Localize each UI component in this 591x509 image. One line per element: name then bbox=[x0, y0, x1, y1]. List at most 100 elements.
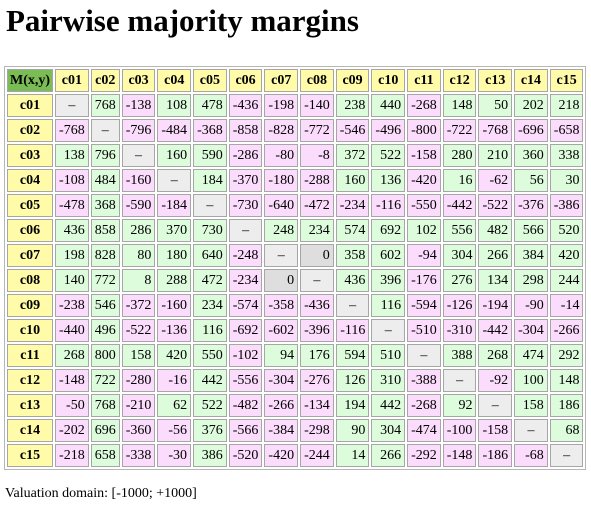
column-header: c02 bbox=[90, 69, 120, 92]
margin-cell: -158 bbox=[478, 419, 513, 442]
margin-cell: 522 bbox=[193, 394, 227, 417]
margin-cell: -420 bbox=[407, 169, 441, 192]
margin-cell: 248 bbox=[264, 219, 299, 242]
diagonal-cell: – bbox=[264, 244, 299, 267]
margin-cell: -522 bbox=[121, 319, 156, 342]
margin-cell: -68 bbox=[514, 444, 548, 467]
margin-cell: -148 bbox=[442, 444, 477, 467]
margin-cell: -194 bbox=[478, 294, 513, 317]
margin-cell: -474 bbox=[407, 419, 441, 442]
margin-cell: -696 bbox=[514, 119, 548, 142]
margin-cell: 474 bbox=[514, 344, 548, 367]
diagonal-cell: – bbox=[157, 169, 192, 192]
margin-cell: -594 bbox=[407, 294, 441, 317]
row-header: c05 bbox=[7, 194, 54, 217]
margin-cell: -266 bbox=[549, 319, 584, 342]
margin-cell: -510 bbox=[407, 319, 441, 342]
margin-cell: 102 bbox=[407, 219, 441, 242]
column-header: c05 bbox=[193, 69, 227, 92]
diagonal-cell: – bbox=[549, 444, 584, 467]
row-header: c09 bbox=[7, 294, 54, 317]
margin-cell: 234 bbox=[193, 294, 227, 317]
margin-cell: 482 bbox=[478, 219, 513, 242]
margin-cell: 640 bbox=[193, 244, 227, 267]
margin-cell: 180 bbox=[157, 244, 192, 267]
margin-cell: 90 bbox=[335, 419, 370, 442]
row-header: c11 bbox=[7, 344, 54, 367]
margin-cell: 722 bbox=[90, 369, 120, 392]
corner-header: M(x,y) bbox=[7, 69, 54, 92]
margin-cell: 234 bbox=[300, 219, 334, 242]
margin-cell: -8 bbox=[300, 144, 334, 167]
margin-cell: -202 bbox=[55, 419, 89, 442]
margin-cell: 442 bbox=[193, 369, 227, 392]
margin-cell: -158 bbox=[407, 144, 441, 167]
margin-cell: -440 bbox=[55, 319, 89, 342]
margin-cell: 304 bbox=[371, 419, 406, 442]
margin-cell: 358 bbox=[335, 244, 370, 267]
margin-cell: 268 bbox=[478, 344, 513, 367]
margin-cell: -116 bbox=[371, 194, 406, 217]
margin-cell: -268 bbox=[407, 394, 441, 417]
margin-cell: 436 bbox=[55, 219, 89, 242]
diagonal-cell: – bbox=[300, 269, 334, 292]
margin-cell: 370 bbox=[157, 219, 192, 242]
valuation-domain-note: Valuation domain: [-1000; +1000] bbox=[5, 486, 197, 501]
margin-cell: 238 bbox=[335, 94, 370, 117]
margin-cell: 62 bbox=[157, 394, 192, 417]
margin-cell: -338 bbox=[121, 444, 156, 467]
margin-cell: -484 bbox=[157, 119, 192, 142]
margin-cell: 140 bbox=[55, 269, 89, 292]
margin-cell: 338 bbox=[549, 144, 584, 167]
margin-cell: -62 bbox=[478, 169, 513, 192]
margin-cell: -388 bbox=[407, 369, 441, 392]
margin-cell: -140 bbox=[300, 94, 334, 117]
margin-cell: 602 bbox=[371, 244, 406, 267]
table-row: c02 -768– -796 -484 -368 -858 -828 -772 -546 -496… bbox=[7, 119, 584, 142]
margin-cell: -160 bbox=[157, 294, 192, 317]
margin-cell: 194 bbox=[335, 394, 370, 417]
margin-cell: -276 bbox=[300, 369, 334, 392]
margin-cell: -268 bbox=[407, 94, 441, 117]
margin-cell: -384 bbox=[264, 419, 299, 442]
diagonal-cell: – bbox=[442, 369, 477, 392]
margin-cell: -102 bbox=[228, 344, 263, 367]
margin-cell: -310 bbox=[442, 319, 477, 342]
margin-cell: -768 bbox=[478, 119, 513, 142]
diagonal-cell: – bbox=[193, 194, 227, 217]
margin-cell: 436 bbox=[335, 269, 370, 292]
margin-cell: -372 bbox=[121, 294, 156, 317]
margin-cell: 594 bbox=[335, 344, 370, 367]
row-header: c12 bbox=[7, 369, 54, 392]
margin-cell: -304 bbox=[514, 319, 548, 342]
margin-cell: -658 bbox=[549, 119, 584, 142]
margin-cell: 396 bbox=[371, 269, 406, 292]
margin-cell: 292 bbox=[549, 344, 584, 367]
margin-cell: 148 bbox=[549, 369, 584, 392]
margin-cell: -590 bbox=[121, 194, 156, 217]
margin-cell: 92 bbox=[442, 394, 477, 417]
margin-cell: -92 bbox=[478, 369, 513, 392]
margin-cell: 692 bbox=[371, 219, 406, 242]
margin-cell: 244 bbox=[549, 269, 584, 292]
page-title: Pairwise majority margins bbox=[6, 3, 359, 38]
margin-cell: 80 bbox=[121, 244, 156, 267]
column-header: c11 bbox=[407, 69, 441, 92]
margin-cell: 800 bbox=[90, 344, 120, 367]
margin-cell: -472 bbox=[300, 194, 334, 217]
margin-cell: 94 bbox=[264, 344, 299, 367]
margin-cell: -858 bbox=[228, 119, 263, 142]
table-row: c03 138 796–160 590 -286 -80 -8 372 522 -158 280 21… bbox=[7, 144, 584, 167]
diagonal-cell: – bbox=[228, 219, 263, 242]
margin-cell: 796 bbox=[90, 144, 120, 167]
row-header: c13 bbox=[7, 394, 54, 417]
row-header: c07 bbox=[7, 244, 54, 267]
margin-cell: -828 bbox=[264, 119, 299, 142]
row-header: c01 bbox=[7, 94, 54, 117]
column-header: c10 bbox=[371, 69, 406, 92]
margin-cell: -520 bbox=[228, 444, 263, 467]
margin-cell: 126 bbox=[335, 369, 370, 392]
margin-cell: 138 bbox=[55, 144, 89, 167]
column-header: c12 bbox=[442, 69, 477, 92]
margin-cell: -16 bbox=[157, 369, 192, 392]
